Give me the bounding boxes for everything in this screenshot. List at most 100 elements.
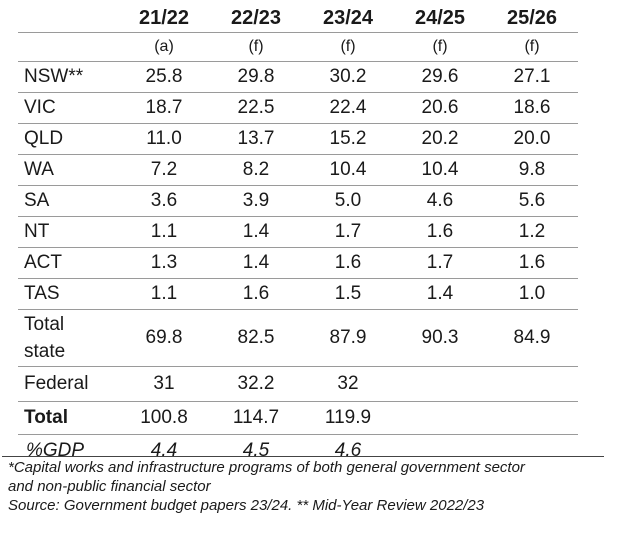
cell-value: 30.2 — [302, 61, 394, 93]
row-label: VIC — [18, 92, 118, 124]
cell-value: 84.9 — [486, 309, 578, 367]
cell-value: 1.1 — [118, 278, 210, 310]
row-label: ACT — [18, 247, 118, 279]
cell-value: 18.7 — [118, 92, 210, 124]
year-header: 23/24 — [302, 0, 394, 33]
header-row: 21/22 22/23 23/24 24/25 25/26 — [18, 0, 578, 33]
cell-value: 114.7 — [210, 401, 302, 435]
table-row: NT 1.1 1.4 1.7 1.6 1.2 — [18, 216, 578, 248]
total-state-row: Total state 69.8 82.5 87.9 90.3 84.9 — [18, 309, 578, 367]
cell-value: 1.6 — [210, 278, 302, 310]
cell-value: 22.4 — [302, 92, 394, 124]
cell-value: 1.4 — [394, 278, 486, 310]
cell-value: 18.6 — [486, 92, 578, 124]
subheader-row: (a) (f) (f) (f) (f) — [18, 32, 578, 62]
table-row: NSW** 25.8 29.8 30.2 29.6 27.1 — [18, 61, 578, 93]
row-label: NSW** — [18, 61, 118, 93]
cell-value: 87.9 — [302, 309, 394, 367]
year-header: 25/26 — [486, 0, 578, 33]
capital-works-table: 21/22 22/23 23/24 24/25 25/26 (a) (f) (f… — [18, 0, 578, 467]
year-note: (f) — [394, 32, 486, 62]
cell-value: 1.5 — [302, 278, 394, 310]
source-note: Source: Government budget papers 23/24. … — [8, 497, 485, 514]
table-row: QLD 11.0 13.7 15.2 20.2 20.0 — [18, 123, 578, 155]
cell-value: 27.1 — [486, 61, 578, 93]
cell-value: 4.5 — [242, 440, 270, 461]
year-note: (a) — [118, 32, 210, 62]
cell-value: 82.5 — [210, 309, 302, 367]
row-label: Total — [18, 401, 118, 435]
cell-value: 7.2 — [118, 154, 210, 186]
cell-value: 3.6 — [118, 185, 210, 217]
row-label: Federal — [18, 366, 118, 402]
row-label: QLD — [18, 123, 118, 155]
cell-value: 1.0 — [486, 278, 578, 310]
cell-value: 69.8 — [118, 309, 210, 367]
cell-value: 25.8 — [118, 61, 210, 93]
cell-value: 100.8 — [118, 401, 210, 435]
cell-value: 10.4 — [302, 154, 394, 186]
total-state-label: Total state — [18, 309, 118, 367]
cell-value: 90.3 — [394, 309, 486, 367]
cell-value: 5.0 — [302, 185, 394, 217]
cell-value: 1.3 — [118, 247, 210, 279]
cell-value: 32 — [302, 366, 394, 402]
cell-value: 20.2 — [394, 123, 486, 155]
cell-value: 29.6 — [394, 61, 486, 93]
cell-value: 4.6 — [334, 440, 362, 461]
total-row: Total 100.8 114.7 119.9 — [18, 401, 578, 435]
cell-value — [486, 401, 578, 435]
year-note: (f) — [210, 32, 302, 62]
footnotes: *Capital works and infrastructure progra… — [8, 458, 608, 515]
table-row: TAS 1.1 1.6 1.5 1.4 1.0 — [18, 278, 578, 310]
cell-value: 1.6 — [394, 216, 486, 248]
gdp-row: %GDP 4.4 4.5 4.6 — [18, 435, 578, 468]
cell-value: 31 — [118, 366, 210, 402]
cell-value: 1.4 — [210, 216, 302, 248]
cell-value: 29.8 — [210, 61, 302, 93]
table-row: VIC 18.7 22.5 22.4 20.6 18.6 — [18, 92, 578, 124]
year-header: 22/23 — [210, 0, 302, 33]
total-state-label-line2: state — [24, 341, 66, 362]
cell-value: 11.0 — [118, 123, 210, 155]
year-header: 24/25 — [394, 0, 486, 33]
cell-value: 15.2 — [302, 123, 394, 155]
cell-value: 1.7 — [302, 216, 394, 248]
footer-divider — [2, 456, 604, 457]
header-corner — [18, 0, 118, 33]
total-state-label-line1: Total — [24, 314, 65, 335]
year-header: 21/22 — [118, 0, 210, 33]
cell-value: 1.4 — [210, 247, 302, 279]
footnote-line: *Capital works and infrastructure progra… — [8, 459, 525, 476]
year-note: (f) — [486, 32, 578, 62]
cell-value: 1.6 — [302, 247, 394, 279]
year-note: (f) — [302, 32, 394, 62]
cell-value: 8.2 — [210, 154, 302, 186]
table-row: WA 7.2 8.2 10.4 10.4 9.8 — [18, 154, 578, 186]
cell-value: 5.6 — [486, 185, 578, 217]
cell-value: 1.1 — [118, 216, 210, 248]
row-label: NT — [18, 216, 118, 248]
table-row: SA 3.6 3.9 5.0 4.6 5.6 — [18, 185, 578, 217]
cell-value: 10.4 — [394, 154, 486, 186]
cell-value: 4.4 — [150, 440, 178, 461]
cell-value: 13.7 — [210, 123, 302, 155]
cell-value: 1.7 — [394, 247, 486, 279]
row-label: WA — [18, 154, 118, 186]
cell-value: 119.9 — [302, 401, 394, 435]
cell-value: 1.6 — [486, 247, 578, 279]
cell-value: 22.5 — [210, 92, 302, 124]
cell-value — [394, 366, 486, 402]
cell-value: 20.6 — [394, 92, 486, 124]
cell-value: 32.2 — [210, 366, 302, 402]
cell-value: 20.0 — [486, 123, 578, 155]
cell-value: 3.9 — [210, 185, 302, 217]
table-row: ACT 1.3 1.4 1.6 1.7 1.6 — [18, 247, 578, 279]
federal-row: Federal 31 32.2 32 — [18, 366, 578, 402]
cell-value — [394, 401, 486, 435]
row-label: %GDP — [26, 440, 85, 461]
cell-value: 1.2 — [486, 216, 578, 248]
row-label: SA — [18, 185, 118, 217]
cell-value: 9.8 — [486, 154, 578, 186]
cell-value: 4.6 — [394, 185, 486, 217]
